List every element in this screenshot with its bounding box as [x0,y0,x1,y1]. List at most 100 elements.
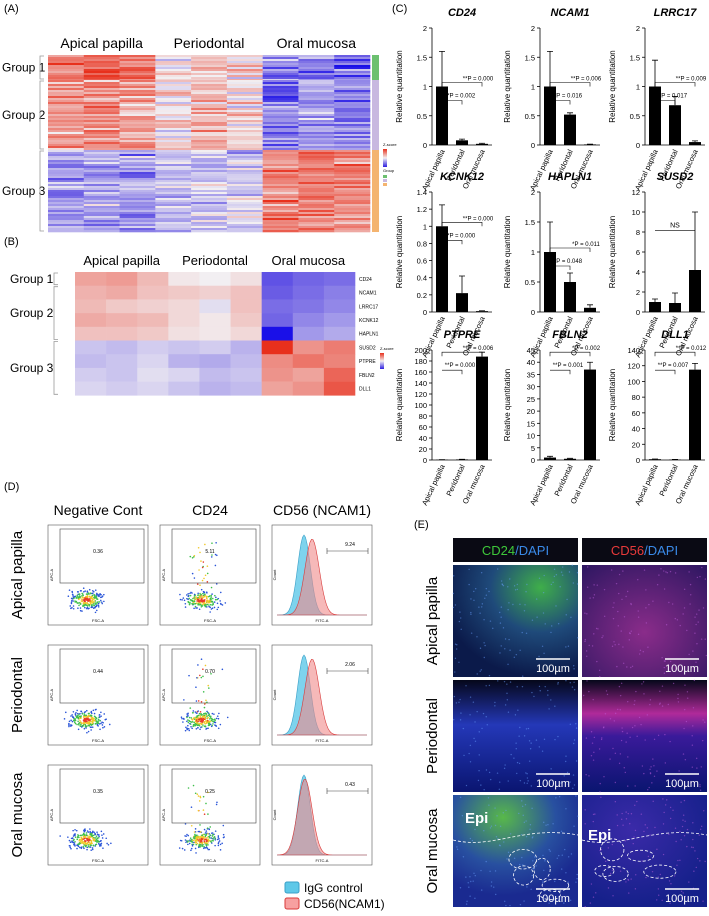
nucleus-speck [592,820,594,823]
heatmap-cell [334,224,371,227]
heatmap-cell [261,313,294,328]
nucleus-speck [565,646,567,648]
nucleus-speck [565,665,568,668]
event-dot [207,791,209,794]
heatmap-cell [48,218,85,221]
heatmap-cell [83,55,120,58]
heatmap-cell [48,122,85,125]
nucleus-speck [509,904,511,907]
nucleus-speck [572,774,575,776]
nucleus-speck [586,655,588,657]
event-dot [197,722,199,725]
event-dot [83,847,85,850]
event-dot [197,727,199,729]
y-tick-label: 0 [423,456,427,465]
heatmap-cell [48,200,85,203]
nucleus-speck [503,680,506,683]
event-dot [193,595,196,597]
nucleus-speck [524,804,527,806]
event-dot [103,593,105,596]
heatmap-cell [48,212,85,215]
annotation: **P = 0.009 [676,77,707,83]
event-dot [86,591,89,593]
event-dot [209,611,211,613]
heatmap-cell [323,367,356,382]
heatmap-cell [292,340,325,355]
panel-label: (A) [4,3,19,15]
nucleus-speck [504,704,507,706]
event-dot [72,607,75,610]
y-tick-label: 1 [636,83,640,92]
gate [59,528,145,584]
heatmap-cell [155,192,192,195]
heatmap-cell [155,220,192,223]
event-dot [207,813,209,815]
nucleus-speck [607,887,610,889]
heatmap-cell [262,156,299,159]
event-dot [98,601,101,603]
nucleus-speck [627,756,629,758]
heatmap-cell [298,190,335,193]
heatmap-cell [298,148,335,151]
heatmap-cell [191,132,228,135]
heatmap-cell [191,124,228,127]
heatmap-cell [262,65,299,68]
event-dot [77,720,79,723]
heatmap-cell [298,132,335,135]
heatmap-cell [48,61,85,64]
event-dot [206,592,208,594]
heatmap-cell [48,202,85,205]
event-dot [87,730,90,733]
heatmap-cell [226,182,263,185]
event-dot [88,588,91,591]
event-dot [78,839,81,842]
nucleus-speck [496,772,499,774]
nucleus-speck [556,857,558,859]
event-dot [95,717,97,719]
nucleus-speck [634,700,636,702]
y-tick-label: 1.5 [525,218,535,227]
heatmap-cell [48,214,85,217]
nucleus-speck [461,814,464,817]
nucleus-speck [614,712,617,715]
nucleus-speck [498,844,501,846]
nucleus-speck [567,783,570,785]
event-dot [199,838,201,840]
event-dot [202,843,204,846]
heatmap-cell [226,82,263,85]
annotation: **P = 0.000 [463,216,494,222]
y-tick-label: 0.6 [417,257,427,266]
heatmap-cell [298,174,335,177]
heatmap-cell [83,122,120,125]
event-dot [197,546,200,549]
event-dot [187,712,189,715]
heatmap-cell [191,190,228,193]
nucleus-speck [634,804,636,806]
nucleus-speck [577,637,579,639]
event-dot [200,602,202,604]
heatmap-cell [83,110,120,113]
heatmap-cell [155,73,192,76]
nucleus-speck [475,588,477,590]
event-dot [189,720,192,723]
heatmap-cell [155,118,192,121]
nucleus-speck [618,685,621,688]
nucleus-speck [630,813,633,815]
x-tick-label: Apical papilla [528,462,555,507]
event-dot [91,598,94,600]
heatmap-cell [137,299,169,314]
heatmap-cell [262,57,299,60]
heatmap-cell [155,102,192,105]
event-dot [107,843,110,846]
heatmap-cell [262,126,299,129]
event-dot [68,720,71,723]
nucleus-speck [692,846,694,849]
heatmap-cell [48,106,85,109]
heatmap-cell [199,285,231,300]
nucleus-speck [658,574,660,576]
heatmap-cell [226,110,263,113]
heatmap-cell [191,55,228,58]
header-bg [453,538,578,562]
nucleus-speck [573,739,576,741]
heatmap-cell [230,299,262,314]
